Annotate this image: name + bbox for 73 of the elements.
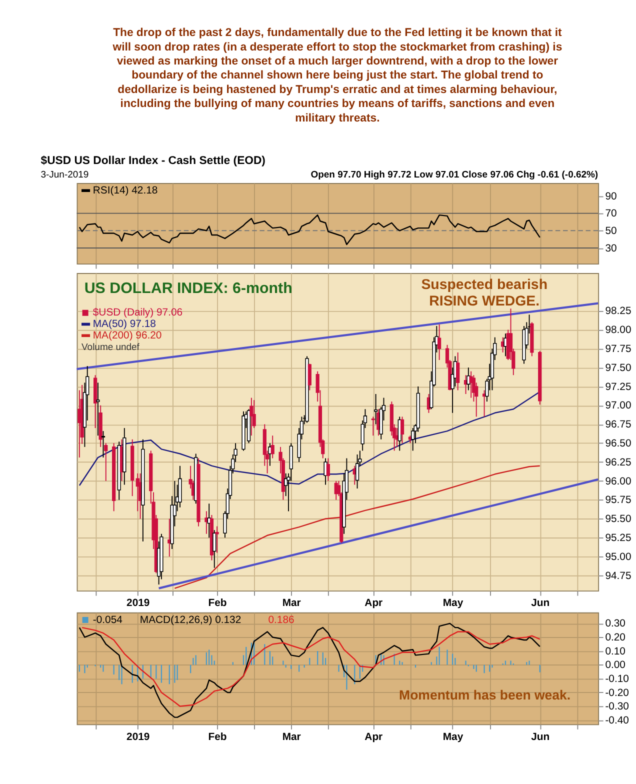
candlestick [438, 324, 442, 360]
chart-title: The drop of the past 2 days, fundamentally due to the Fed letting it be known that it will soon drop rates (in a desperate effort to stop the stockmarket from crashing) is viewed as marking the onset of a much larger downtrend, with a drop to the lower boundary of the channel shown here being just the start. The global trend to dedollarize is being hastened by Trump's erratic and at times alarming behaviour, including the bullying of many countries by means of tariffs, sanctions and even military threats. [112, 27, 562, 124]
candlestick [456, 352, 460, 391]
legend-label: -0.054 [92, 614, 123, 626]
y-tick-label: -0.40 [605, 715, 630, 726]
candlestick [326, 458, 330, 482]
y-tick-label: -0.10 [605, 674, 630, 685]
y-tick-label: 94.75 [605, 570, 632, 582]
y-tick-label: -0.20 [605, 688, 630, 699]
line-series [174, 465, 540, 589]
candlestick [270, 435, 274, 459]
candlestick [212, 530, 216, 568]
y-tick-label: 98.00 [605, 325, 632, 336]
text: Open 97.70 High 97.72 Low 97.01 Close 97.06 Chg -0.61 (-0.62%) [310, 169, 598, 180]
x-tick-label: Mar [282, 598, 301, 610]
y-tick-label: 96.75 [605, 420, 632, 431]
x-tick-label: May [442, 732, 464, 743]
legend-label: MA(200) 96.20 [92, 330, 162, 342]
candlestick [104, 442, 108, 482]
y-tick-label: 95.75 [605, 495, 632, 506]
x-tick-label: Feb [208, 732, 227, 743]
legend-label: $USD (Daily) 97.06 [92, 308, 183, 319]
y-tick-label: -0.30 [605, 702, 630, 713]
candlestick [96, 382, 100, 436]
y-tick-label: 97.75 [605, 344, 632, 355]
x-tick-label: Jun [531, 598, 550, 610]
y-tick-label: 96.25 [605, 457, 632, 468]
candlestick [250, 397, 254, 436]
y-tick-label: 95.50 [605, 514, 632, 526]
candlestick [178, 465, 182, 508]
text: MACD(12,26,9) 0.132 [140, 614, 242, 626]
legend-label: RSI(14) 42.18 [92, 185, 158, 196]
y-tick-label: 97.00 [605, 400, 632, 412]
x-tick-label: Apr [364, 598, 383, 610]
candlestick [395, 428, 399, 448]
legend-label: MA(50) 97.18 [92, 319, 156, 330]
candlestick [324, 458, 328, 486]
y-tick-label: 0.30 [605, 618, 626, 630]
y-tick-label: 0.10 [605, 646, 626, 658]
candlestick [308, 363, 312, 391]
text: 3-Jun-2019 [40, 169, 89, 180]
y-tick-label: 50 [605, 226, 617, 237]
y-tick-label: 98.25 [605, 306, 632, 318]
candlestick [400, 416, 404, 444]
y-tick-label: 30 [605, 243, 617, 254]
candlestick [374, 394, 378, 425]
y-tick-label: 96.50 [605, 438, 632, 450]
y-tick-label: 95.25 [605, 532, 632, 544]
y-tick-label: 97.25 [605, 382, 632, 393]
candlestick [355, 454, 360, 489]
x-tick-label: 2019 [126, 732, 150, 743]
x-tick-label: May [442, 598, 464, 610]
text: $USD US Dollar Index - Cash Settle (EOD) [40, 155, 266, 168]
line-series [78, 214, 540, 246]
annotation: Suspected bearish RISING WEDGE. [421, 277, 548, 310]
candlestick [101, 430, 106, 458]
candlestick [411, 428, 415, 452]
y-tick-label: 0.00 [605, 660, 626, 672]
y-tick-label: 90 [605, 191, 617, 202]
x-tick-label: Apr [364, 732, 383, 743]
annotation: Momentum has been weak. [399, 688, 571, 703]
series-label: 0.186 [268, 614, 294, 626]
y-tick-label: 0.20 [605, 632, 626, 644]
annotation: US DOLLAR INDEX: 6-month [84, 280, 292, 297]
x-tick-label: Jun [531, 732, 550, 743]
y-tick-label: 70 [605, 208, 617, 220]
annotation: Volume undef [82, 342, 140, 353]
x-tick-label: 2019 [126, 598, 150, 610]
x-tick-label: Mar [282, 732, 301, 743]
y-tick-label: 95.00 [605, 552, 632, 563]
x-tick-label: Feb [208, 598, 227, 610]
y-tick-label: 96.00 [605, 476, 632, 488]
y-tick-label: 97.50 [605, 362, 632, 374]
